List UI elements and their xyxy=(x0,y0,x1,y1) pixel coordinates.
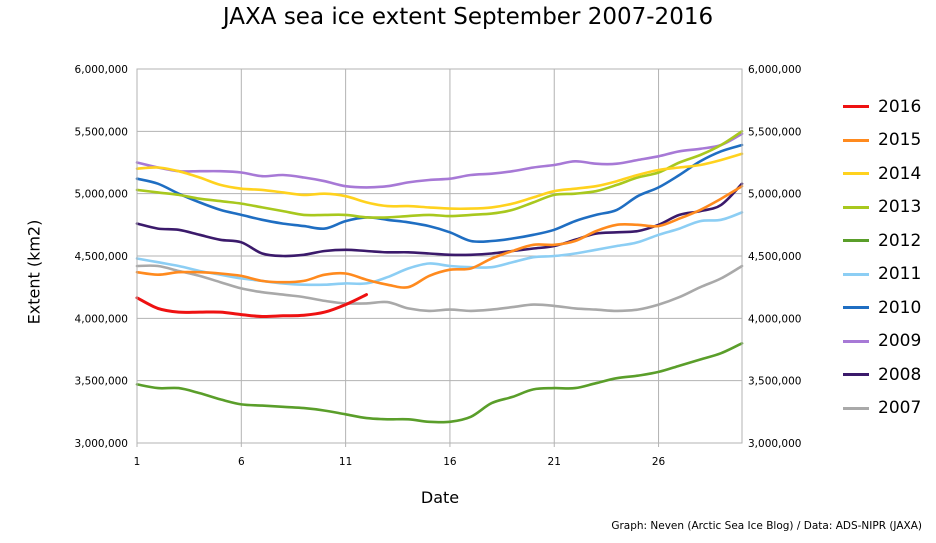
legend-swatch xyxy=(843,138,869,142)
series-line-2015 xyxy=(135,184,744,289)
legend-item-2012: 2012 xyxy=(843,224,921,258)
x-tick-label: 1 xyxy=(134,456,141,468)
legend-label: 2009 xyxy=(878,331,922,352)
legend-label: 2016 xyxy=(878,96,922,117)
series-line-2010 xyxy=(135,143,744,244)
legend-label: 2015 xyxy=(878,130,922,151)
legend-swatch xyxy=(843,172,869,176)
legend-label: 2012 xyxy=(878,230,922,251)
series-line-2012 xyxy=(135,342,744,424)
plot-frame xyxy=(136,68,743,444)
x-tick-label: 6 xyxy=(238,456,245,468)
series-line-2016 xyxy=(135,293,368,319)
legend-swatch xyxy=(843,339,869,343)
chart-credit: Graph: Neven (Arctic Sea Ice Blog) / Dat… xyxy=(611,520,922,532)
legend-swatch xyxy=(843,239,869,243)
series-line-2009 xyxy=(135,132,744,189)
series-line-2008 xyxy=(135,182,744,258)
y-tick-label-right: 5,000,000 xyxy=(748,189,801,201)
y-tick-label-right: 3,000,000 xyxy=(748,438,801,450)
y-tick-label-left: 4,000,000 xyxy=(75,313,128,325)
y-tick-label-left: 3,500,000 xyxy=(75,376,128,388)
legend-swatch xyxy=(843,272,869,276)
y-tick-label-left: 5,500,000 xyxy=(75,126,128,138)
legend-label: 2011 xyxy=(878,264,922,285)
legend-item-2009: 2009 xyxy=(843,325,921,359)
y-tick-label-right: 3,500,000 xyxy=(748,376,801,388)
plot-border xyxy=(136,68,743,444)
y-tick-label-left: 4,500,000 xyxy=(75,251,128,263)
legend-swatch xyxy=(843,373,869,377)
legend-swatch xyxy=(843,105,869,109)
legend-item-2010: 2010 xyxy=(843,291,921,325)
legend-swatch xyxy=(843,205,869,209)
y-tick-label-right: 4,000,000 xyxy=(748,313,801,325)
legend-label: 2013 xyxy=(878,197,922,218)
legend-swatch xyxy=(843,306,869,310)
series-line-2013 xyxy=(135,130,744,219)
series-line-2007 xyxy=(135,264,744,313)
legend-item-2007: 2007 xyxy=(843,392,921,426)
legend-item-2016: 2016 xyxy=(843,90,921,124)
y-tick-label-right: 6,000,000 xyxy=(748,64,801,76)
chart-title: JAXA sea ice extent September 2007-2016 xyxy=(222,4,714,30)
tick-labels: 3,000,000 3,000,000 3,500,000 3,500,000 4,00… xyxy=(75,64,802,468)
y-tick-label-right: 4,500,000 xyxy=(748,251,801,263)
y-tick-label-right: 5,500,000 xyxy=(748,126,801,138)
legend-label: 2010 xyxy=(878,297,922,318)
legend-item-2015: 2015 xyxy=(843,124,921,158)
legend-label: 2008 xyxy=(878,364,922,385)
series-line-2011 xyxy=(135,211,744,287)
legend-item-2013: 2013 xyxy=(843,191,921,225)
grid-lines xyxy=(136,68,742,447)
y-tick-label-left: 6,000,000 xyxy=(75,64,128,76)
x-tick-label: 11 xyxy=(339,456,352,468)
series-line-2014 xyxy=(135,152,744,211)
x-tick-label: 16 xyxy=(443,456,457,468)
legend-swatch xyxy=(843,406,869,410)
legend-item-2008: 2008 xyxy=(843,358,921,392)
legend-item-2011: 2011 xyxy=(843,258,921,292)
x-axis-label: Date xyxy=(420,488,460,507)
x-tick-label: 21 xyxy=(548,456,561,468)
y-tick-label-left: 5,000,000 xyxy=(75,189,128,201)
legend-item-2014: 2014 xyxy=(843,157,921,191)
legend-label: 2007 xyxy=(878,398,922,419)
legend-label: 2014 xyxy=(878,163,922,184)
series-lines xyxy=(135,130,744,424)
y-tick-label-left: 3,000,000 xyxy=(75,438,128,450)
legend: 2016 2015 2014 2013 2012 2011 2010 2009 2008 2007 xyxy=(843,90,921,425)
x-tick-label: 26 xyxy=(652,456,666,468)
